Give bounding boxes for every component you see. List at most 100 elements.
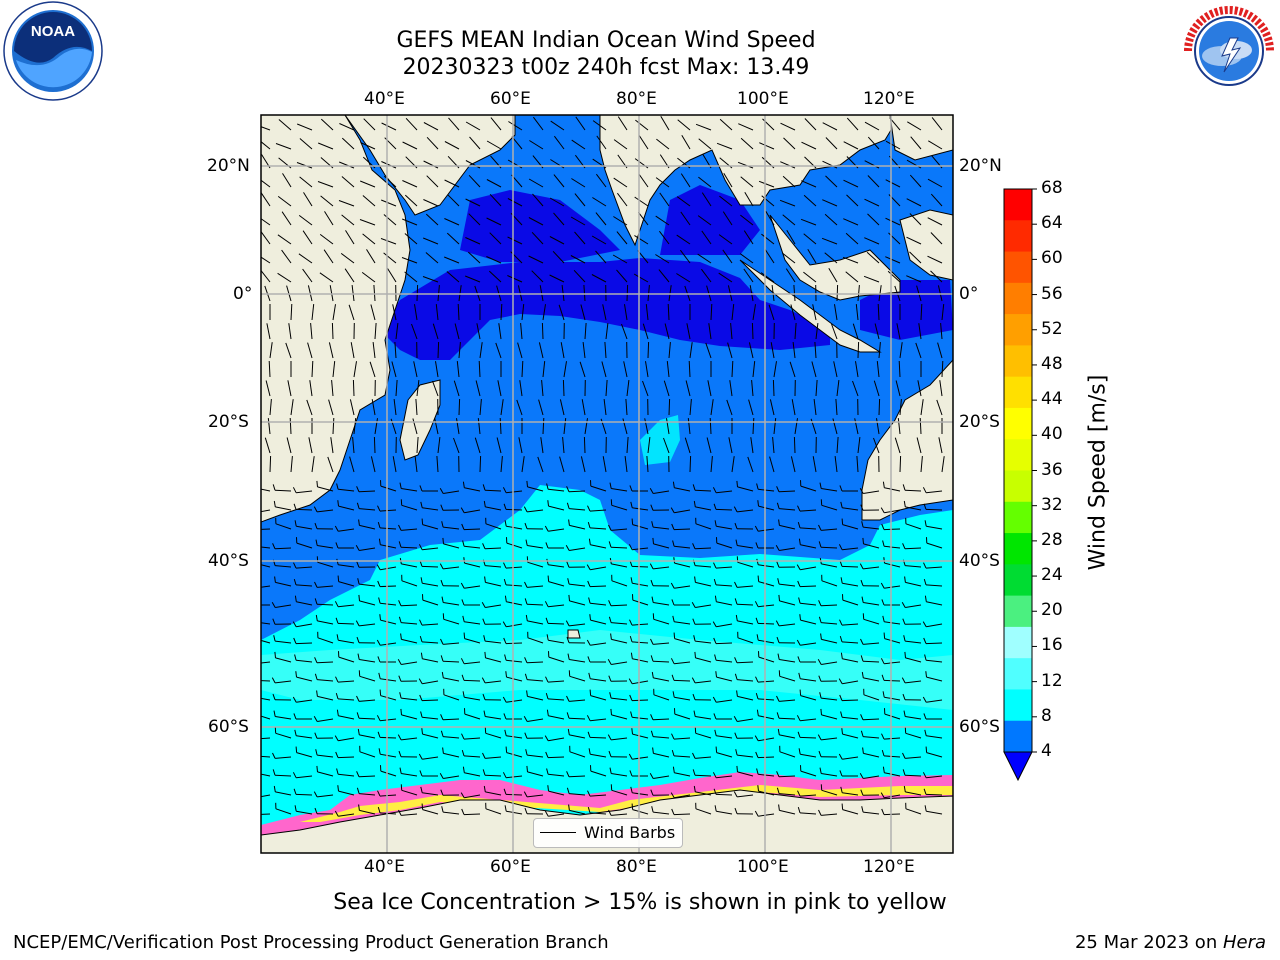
wind-barb [569,699,586,702]
wind-barb [595,250,607,264]
wind-barb [676,273,691,283]
wind-barb [624,304,628,321]
wind-barb-flag [733,791,738,798]
wind-barb [863,736,880,739]
wind-barb-flag [293,562,297,569]
wind-barb-flag [587,580,591,587]
wind-barb [758,604,775,608]
colorbar-segment [1004,626,1032,659]
wind-barb [941,456,945,473]
wind-barb [464,661,481,665]
wind-barb-flag [860,638,864,645]
wind-barb-flag [650,504,654,511]
wind-barb [568,775,586,778]
wind-barb-flag [819,482,822,489]
wind-barb [925,793,943,796]
wind-barb-flag [545,617,549,624]
wind-barb [603,399,607,416]
wind-barb [626,436,629,454]
wind-barb-flag [629,635,633,643]
lat-label-left: 20°S [208,412,249,432]
colorbar-segment [1004,595,1032,628]
lat-label-left: 40°S [208,551,249,571]
wind-barb [295,642,313,645]
wind-barb [716,775,733,779]
plot-title: GEFS MEAN Indian Ocean Wind Speed [396,28,816,53]
wind-barb [274,489,292,492]
wind-barb-flag [586,639,591,646]
wind-barb-flag [840,786,843,793]
colorbar-tick-label: 48 [1041,353,1063,374]
wind-barb [332,417,335,435]
wind-barb [772,437,775,454]
wind-barb-flag [797,656,801,663]
wind-barb-flag [337,500,339,507]
wind-barb [395,323,399,340]
wind-barb [527,679,544,682]
wind-barb-flag [544,735,549,742]
wind-barb-flag [713,713,717,720]
wind-barb-flag [609,692,612,699]
wind-barb [936,399,943,416]
wind-barb-flag [358,804,360,811]
wind-barb-flag [757,785,759,792]
wind-barb [761,233,775,245]
wind-barb [290,399,294,416]
wind-barb [391,361,397,378]
wind-barb-flag [691,677,696,684]
wind-barb-flag [503,578,507,586]
wind-barb-flag [482,752,486,759]
wind-barb-flag [631,728,633,735]
wind-barb-flag [357,653,360,660]
wind-barb [821,813,838,816]
wind-barb-flag [652,537,654,544]
wind-barb [668,285,672,302]
wind-barb [604,341,607,359]
wind-barb [443,602,460,606]
wind-barb-flag [547,500,549,507]
wind-barb-flag [440,504,444,511]
wind-barb-flag [295,746,298,753]
wind-barb-flag [840,652,843,659]
wind-barb [883,755,901,758]
wind-barb [673,813,691,816]
wind-barb-flag [441,671,444,678]
wind-barb [667,303,670,321]
wind-barb [366,249,376,264]
wind-barb [542,361,546,378]
wind-barb [277,234,292,245]
wind-barb [558,304,565,321]
wind-barb-flag [356,787,360,794]
wind-barb [485,640,502,644]
wind-barb [590,678,607,682]
wind-barb [337,698,355,701]
wind-barb [743,230,754,245]
wind-barb-flag [378,597,381,604]
wind-barb [393,399,397,416]
wind-barb [317,561,334,568]
wind-barb [779,199,796,207]
wind-barb [719,195,733,207]
wind-barb [595,212,607,226]
wind-barb [401,737,418,741]
wind-barb [317,754,334,758]
colorbar-segment [1004,439,1032,471]
wind-barb [905,732,922,739]
wind-barb [317,637,334,644]
colorbar-tick-label: 40 [1041,424,1063,445]
wind-barb [927,178,943,188]
wind-barb [537,456,544,473]
wind-barb [644,418,649,435]
wind-barb [423,199,439,207]
wind-barb [652,660,670,663]
wind-barb [261,715,271,720]
wind-barb-flag [461,749,465,757]
wind-barb [874,323,880,340]
wind-barb-flag [419,485,423,492]
wind-barb [710,456,713,473]
wind-barb-flag [272,752,276,759]
wind-barb [423,160,439,169]
wind-barb [611,661,628,665]
wind-barb [507,198,523,207]
